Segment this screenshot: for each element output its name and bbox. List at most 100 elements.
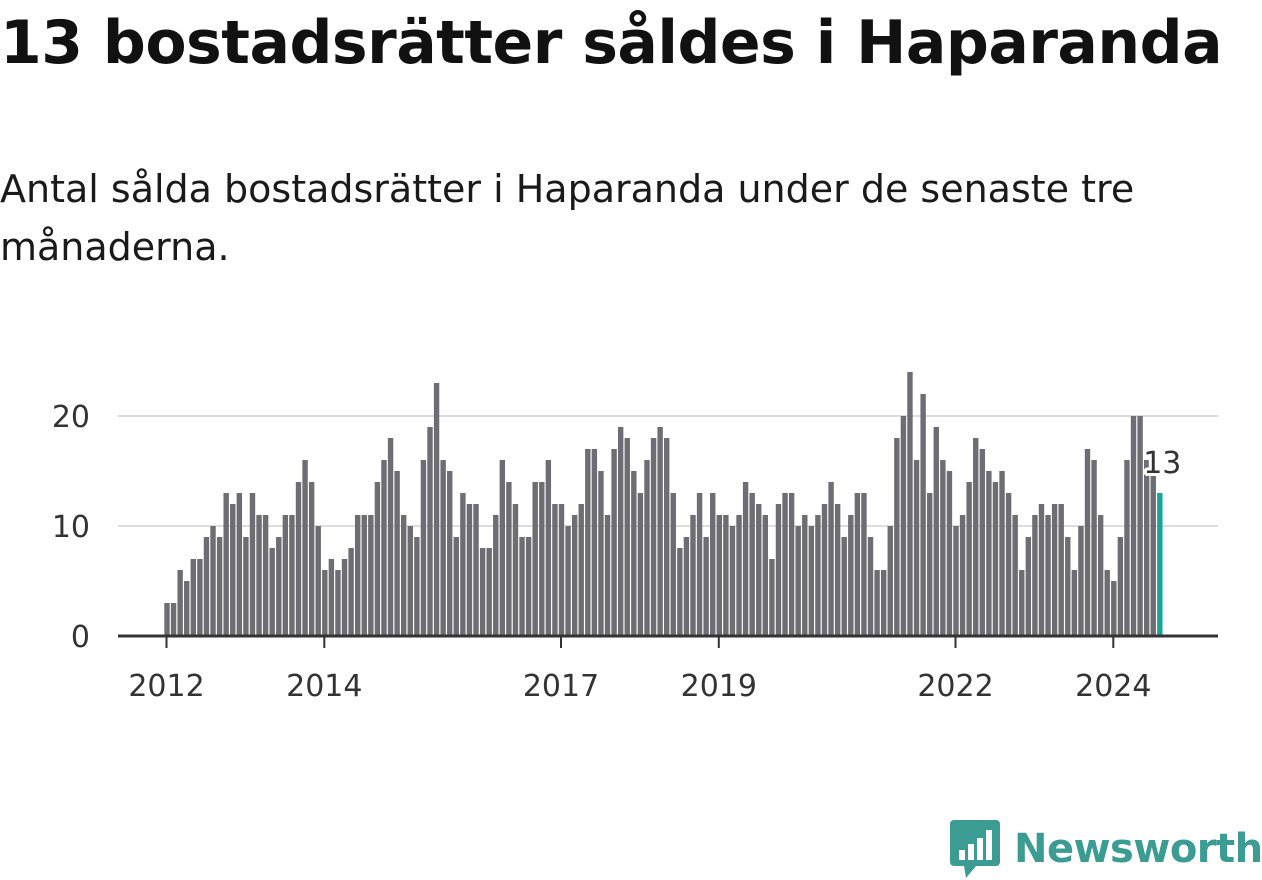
bar xyxy=(690,515,696,636)
bar xyxy=(433,383,440,636)
bar xyxy=(447,471,453,636)
bar xyxy=(664,438,670,636)
x-tick-label: 2014 xyxy=(286,669,362,704)
bar xyxy=(440,460,446,636)
bar xyxy=(578,504,584,636)
bar xyxy=(585,449,591,636)
bar xyxy=(256,515,262,636)
bar xyxy=(861,493,867,636)
bar xyxy=(617,427,624,636)
bar xyxy=(657,427,663,636)
highlight-value-label: 13 xyxy=(1143,446,1181,481)
bar xyxy=(262,515,269,636)
bar xyxy=(243,537,249,636)
bar xyxy=(177,570,183,636)
bar xyxy=(927,493,933,636)
bar xyxy=(650,438,657,636)
bar xyxy=(966,482,972,636)
bar xyxy=(644,460,650,636)
bar xyxy=(223,493,229,636)
bar xyxy=(381,460,387,636)
y-tick-label: 10 xyxy=(52,510,90,545)
bar xyxy=(867,537,874,636)
bar-chart-speech-bubble-icon xyxy=(950,820,1000,878)
bar xyxy=(992,482,999,636)
bar xyxy=(696,493,703,636)
bar xyxy=(756,504,762,636)
bar xyxy=(216,537,223,636)
bar xyxy=(348,548,354,636)
bar xyxy=(788,493,795,636)
bar xyxy=(1025,537,1032,636)
bar xyxy=(1150,471,1156,636)
bar xyxy=(479,548,486,636)
bar xyxy=(933,427,939,636)
bar xyxy=(558,504,565,636)
bar xyxy=(802,515,808,636)
bar xyxy=(230,504,236,636)
bar xyxy=(821,504,828,636)
bar xyxy=(920,394,926,636)
bar xyxy=(499,460,506,636)
bar xyxy=(637,493,644,636)
bar xyxy=(887,526,893,636)
bar xyxy=(611,449,617,636)
bar xyxy=(880,570,887,636)
bar xyxy=(486,548,492,636)
bar xyxy=(1032,515,1038,636)
x-tick-label: 2024 xyxy=(1075,669,1151,704)
bar xyxy=(1012,515,1018,636)
bar xyxy=(848,515,854,636)
bar xyxy=(1038,504,1045,636)
bar xyxy=(1084,449,1091,636)
bar xyxy=(973,438,979,636)
bar xyxy=(769,559,775,636)
bar xyxy=(236,493,243,636)
bar xyxy=(1065,537,1071,636)
bar xyxy=(1130,416,1137,636)
bar xyxy=(539,482,545,636)
bar xyxy=(1071,570,1078,636)
bar xyxy=(703,537,709,636)
x-tick-label: 2022 xyxy=(917,669,993,704)
bar xyxy=(519,537,525,636)
bar xyxy=(1111,581,1117,636)
bar xyxy=(795,526,801,636)
bar xyxy=(782,493,788,636)
bar xyxy=(407,526,413,636)
bar xyxy=(1137,416,1143,636)
bar xyxy=(420,460,427,636)
bar xyxy=(683,537,690,636)
bar xyxy=(493,515,499,636)
bar xyxy=(598,471,604,636)
bar xyxy=(742,482,749,636)
bar xyxy=(631,471,637,636)
bar xyxy=(1058,504,1064,636)
bar xyxy=(282,515,289,636)
bar xyxy=(565,526,571,636)
bar xyxy=(604,515,611,636)
bar xyxy=(210,526,216,636)
bar xyxy=(1097,515,1104,636)
bar xyxy=(190,559,196,636)
bar xyxy=(249,493,256,636)
bar xyxy=(289,515,295,636)
chart-title: 13 bostadsrätter såldes i Haparanda xyxy=(0,8,1223,78)
bar xyxy=(979,449,985,636)
bar xyxy=(808,526,815,636)
bar xyxy=(677,548,683,636)
bar xyxy=(341,559,348,636)
bar xyxy=(749,493,755,636)
bar xyxy=(762,515,769,636)
bar xyxy=(368,515,374,636)
bar xyxy=(775,504,782,636)
bar xyxy=(466,504,473,636)
bar xyxy=(506,482,512,636)
bar xyxy=(394,471,400,636)
bar xyxy=(1117,537,1124,636)
bar xyxy=(322,570,328,636)
bar xyxy=(387,438,394,636)
y-tick-label: 0 xyxy=(71,620,90,655)
bar xyxy=(1005,493,1012,636)
bar xyxy=(946,471,953,636)
